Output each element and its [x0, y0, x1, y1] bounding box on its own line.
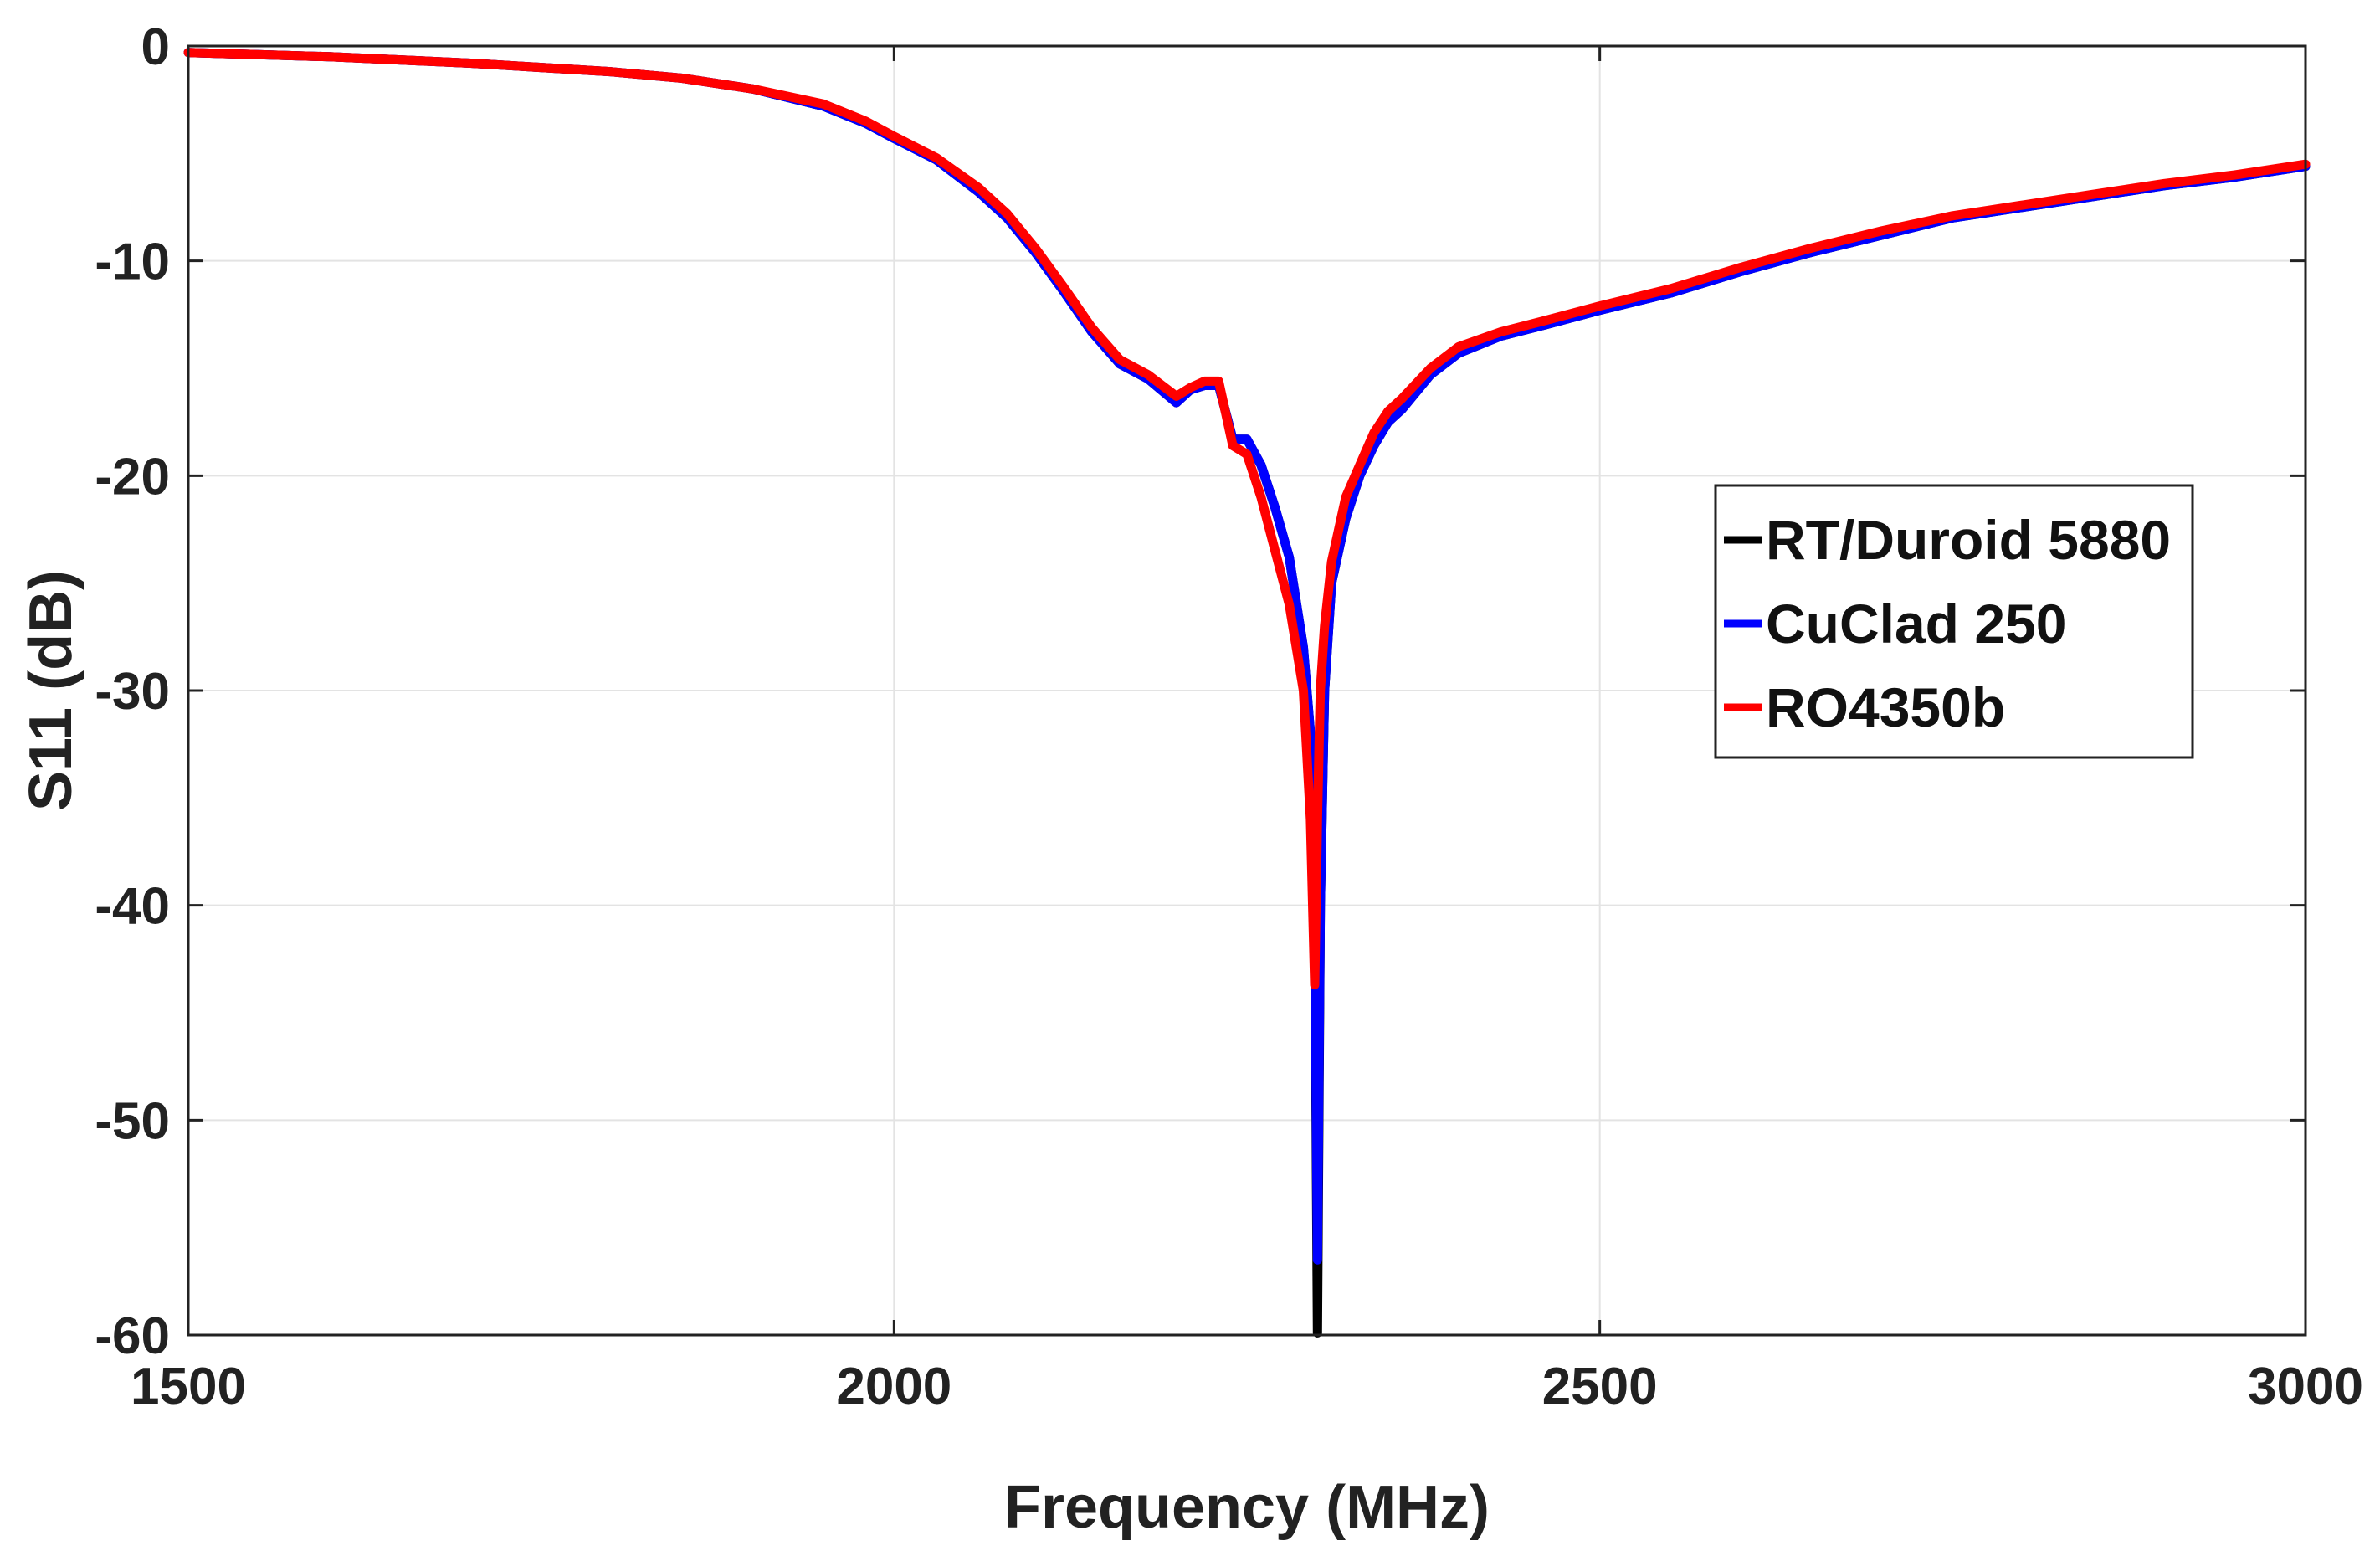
x-tick-label: 3000 [2248, 1358, 2363, 1415]
y-tick-label: -50 [95, 1092, 170, 1150]
y-tick-label: -60 [95, 1307, 170, 1365]
y-tick-label: -10 [95, 234, 170, 291]
x-tick-label: 2000 [836, 1358, 951, 1415]
y-tick-label: -20 [95, 448, 170, 506]
y-axis-label: S11 (dB) [18, 570, 85, 811]
series-layer [183, 48, 2311, 1338]
legend-box [1714, 484, 2194, 759]
legend-label-cuclad-250: CuClad 250 [1766, 593, 2066, 655]
legend: RT/Duroid 5880 CuClad 250 RO4350b [1714, 484, 2194, 759]
y-axis-ticks: 0 -10 -20 -30 -40 -50 -60 [95, 18, 2306, 1365]
legend-label-ro4350b: RO4350b [1766, 676, 2005, 738]
x-tick-label: 2500 [1542, 1358, 1658, 1415]
x-axis-label: Frequency (MHz) [1004, 1474, 1490, 1541]
legend-label-rt-duroid-5880: RT/Duroid 5880 [1766, 509, 2171, 571]
x-tick-label: 1500 [131, 1358, 246, 1415]
x-axis-ticks: 1500 2000 2500 3000 [131, 46, 2363, 1415]
series-line-ro4350b [183, 48, 2311, 990]
y-tick-label: 0 [141, 18, 170, 76]
y-tick-label: -40 [95, 878, 170, 936]
y-tick-label: -30 [95, 663, 170, 721]
